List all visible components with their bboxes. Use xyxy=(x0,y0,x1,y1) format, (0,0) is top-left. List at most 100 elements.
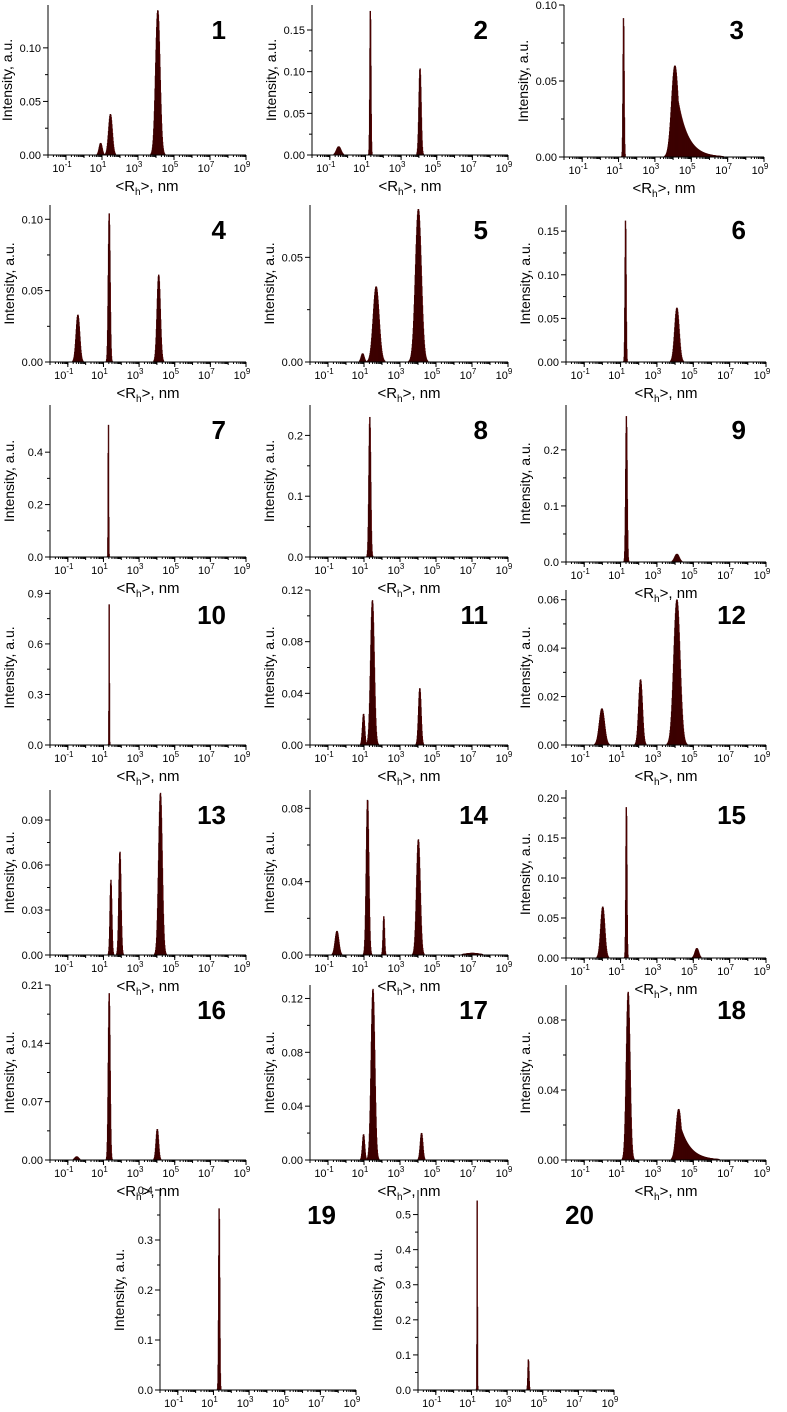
x-tick-label: 103 xyxy=(389,160,406,175)
y-tick-label: 0.15 xyxy=(538,226,559,238)
x-tick-label: 107 xyxy=(308,1395,325,1410)
x-tick-label: 105 xyxy=(162,160,179,175)
x-tick-label: 103 xyxy=(495,1395,512,1410)
y-tick-label: 0.12 xyxy=(282,993,303,1005)
panel-label: 11 xyxy=(461,600,489,630)
x-axis-label: <Rh>, nm xyxy=(634,385,697,405)
panel-label: 5 xyxy=(474,215,488,245)
x-tick-label: 109 xyxy=(754,367,771,382)
y-axis-label: Intensity, a.u. xyxy=(261,831,277,913)
panel-label: 14 xyxy=(459,800,488,830)
panel-label: 2 xyxy=(474,15,488,45)
y-tick-label: 0.1 xyxy=(396,1350,411,1362)
x-tick-label: 107 xyxy=(717,367,734,382)
y-axis-label: Intensity, a.u. xyxy=(1,1031,17,1113)
chart-panel-7: 10-1 101 103 105 107 109 0.0 0.2 0.4 Intensity, a… xyxy=(1,405,251,600)
x-axis-label: <Rh>, nm xyxy=(115,178,178,198)
y-tick-label: 0.00 xyxy=(536,152,557,164)
y-tick-label: 0.0 xyxy=(138,1385,153,1397)
x-tick-label: 105 xyxy=(424,367,441,382)
x-tick-label: 107 xyxy=(460,562,477,577)
x-tick-label: 103 xyxy=(643,162,660,177)
bar xyxy=(220,1386,222,1391)
y-axis-label: Intensity, a.u. xyxy=(369,1249,385,1331)
x-tick-label: 101 xyxy=(353,160,370,175)
y-tick-label: 0.2 xyxy=(138,1285,153,1297)
chart-panel-6: 10-1 101 103 105 107 109 0.00 0.05 0.10 0.15 Inten… xyxy=(517,205,771,405)
chart-panel-13: 10-1 101 103 105 107 109 0.00 0.03 0.06 0.09 Inten… xyxy=(1,790,251,998)
x-tick-label: 103 xyxy=(127,562,144,577)
x-tick-label: 103 xyxy=(388,960,405,975)
x-axis-label: <Rh>, nm xyxy=(634,981,697,1001)
y-tick-label: 0.20 xyxy=(538,793,559,805)
y-tick-label: 0.08 xyxy=(538,1015,559,1027)
x-tick-label: 103 xyxy=(645,1165,662,1180)
x-tick-label: 109 xyxy=(602,1395,619,1410)
x-tick-label: 101 xyxy=(608,567,625,582)
x-tick-label: 10-1 xyxy=(54,1165,74,1180)
x-tick-label: 103 xyxy=(388,562,405,577)
y-tick-label: 0.05 xyxy=(284,108,305,120)
x-tick-label: 10-1 xyxy=(52,160,72,175)
x-tick-label: 101 xyxy=(608,367,625,382)
chart-panel-12: 10-1 101 103 105 107 109 0.00 0.02 0.04 0.06 Inten… xyxy=(517,590,771,788)
x-tick-label: 107 xyxy=(460,750,477,765)
y-axis-label: Intensity, a.u. xyxy=(517,242,533,324)
x-axis-label: <Rh>, nm xyxy=(377,978,440,998)
y-tick-label: 0.2 xyxy=(396,1315,411,1327)
x-axis-label: <Rh>, nm xyxy=(632,180,695,200)
x-tick-label: 103 xyxy=(645,750,662,765)
panel-label: 17 xyxy=(459,995,488,1025)
y-tick-label: 0.04 xyxy=(282,877,303,889)
x-tick-label: 107 xyxy=(460,960,477,975)
y-tick-label: 0.08 xyxy=(282,803,303,815)
x-tick-label: 109 xyxy=(754,567,771,582)
x-tick-label: 103 xyxy=(388,367,405,382)
x-axis-label: <Rh>, nm xyxy=(116,580,179,600)
y-tick-label: 0.6 xyxy=(28,639,43,651)
x-tick-label: 101 xyxy=(91,1165,108,1180)
y-axis-label: Intensity, a.u. xyxy=(515,40,531,122)
x-axis-label: <Rh>, nm xyxy=(378,178,441,198)
x-tick-label: 10-1 xyxy=(54,750,74,765)
bar xyxy=(477,1385,479,1391)
x-tick-label: 103 xyxy=(127,367,144,382)
y-tick-label: 0.00 xyxy=(538,357,559,369)
y-tick-label: 0.06 xyxy=(538,595,559,607)
y-tick-label: 0.1 xyxy=(544,501,559,513)
y-axis-label: Intensity, a.u. xyxy=(261,1031,277,1113)
x-tick-label: 101 xyxy=(608,1165,625,1180)
y-tick-label: 0.03 xyxy=(22,905,43,917)
x-tick-label: 10-1 xyxy=(164,1395,184,1410)
panel-label: 19 xyxy=(307,1200,336,1230)
x-tick-label: 10-1 xyxy=(568,162,588,177)
panel-label: 20 xyxy=(565,1200,594,1230)
x-tick-label: 101 xyxy=(608,750,625,765)
y-axis-label: Intensity, a.u. xyxy=(517,626,533,708)
x-tick-label: 101 xyxy=(352,1165,369,1180)
x-tick-label: 107 xyxy=(715,162,732,177)
y-tick-label: 0.05 xyxy=(282,252,303,264)
x-tick-label: 101 xyxy=(352,960,369,975)
chart-panel-5: 10-1 101 103 105 107 109 0.00 0.05 Intensity, a.… xyxy=(261,205,513,405)
panel-label: 6 xyxy=(732,215,746,245)
x-tick-label: 109 xyxy=(234,562,251,577)
chart-panel-4: 10-1 101 103 105 107 109 0.00 0.05 0.10 Intensity… xyxy=(1,205,251,405)
chart-panel-20: 10-1 101 103 105 107 109 0.0 0.1 0.2 0.3 0.4 0.5 Int… xyxy=(369,1190,619,1410)
x-tick-label: 107 xyxy=(198,562,215,577)
x-tick-label: 10-1 xyxy=(570,367,590,382)
y-tick-label: 0.00 xyxy=(282,740,303,752)
x-tick-label: 10-1 xyxy=(570,750,590,765)
chart-panel-3: 10-1 101 103 105 107 109 0.00 0.05 0.10 Intensity… xyxy=(515,0,769,200)
y-tick-label: 0.00 xyxy=(22,950,43,962)
panel-label: 15 xyxy=(717,800,746,830)
y-tick-label: 0.4 xyxy=(396,1245,411,1257)
y-tick-label: 0.10 xyxy=(538,873,559,885)
y-axis-label: Intensity, a.u. xyxy=(111,1249,127,1331)
x-tick-label: 109 xyxy=(496,160,513,175)
chart-panel-1: 10-1 101 103 105 107 109 0.00 0.05 0.10 Intensity… xyxy=(0,5,251,198)
x-tick-label: 10-1 xyxy=(314,960,334,975)
chart-panel-15: 10-1 101 103 105 107 109 0.00 0.05 0.10 0.15 0.20 I… xyxy=(517,790,771,1001)
x-tick-label: 107 xyxy=(460,367,477,382)
y-axis-label: Intensity, a.u. xyxy=(0,39,15,121)
